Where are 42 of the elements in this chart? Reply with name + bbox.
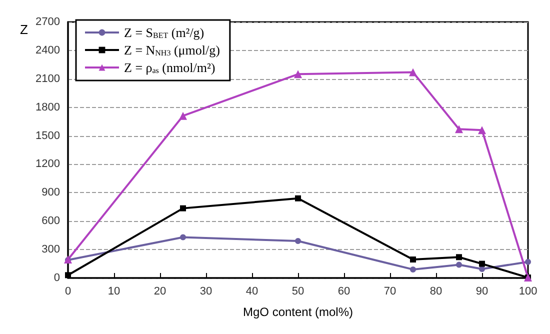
point xyxy=(456,262,462,268)
x-axis-title: MgO content (mol%) xyxy=(242,305,354,319)
legend-label: Z = SBET (m²/g) xyxy=(124,25,204,40)
y-axis-title: Z xyxy=(20,22,28,37)
x-tick-label: 50 xyxy=(292,286,304,298)
point xyxy=(180,205,186,212)
point xyxy=(456,254,462,260)
x-tick-label: 10 xyxy=(108,286,120,298)
point xyxy=(294,70,302,78)
y-tick-label: 2400 xyxy=(36,44,60,56)
point xyxy=(180,234,186,240)
point xyxy=(65,272,71,278)
y-tick-label: 2700 xyxy=(36,16,60,28)
point xyxy=(455,125,463,134)
point xyxy=(295,238,301,244)
point xyxy=(409,68,417,76)
point xyxy=(410,256,416,263)
y-tick-label: 600 xyxy=(42,215,60,228)
y-tick-label: 2100 xyxy=(36,72,60,85)
x-tick-label: 30 xyxy=(200,286,212,298)
point xyxy=(295,195,301,202)
point xyxy=(479,260,485,267)
point xyxy=(179,112,187,120)
point xyxy=(525,258,531,265)
y-tick-label: 1500 xyxy=(36,130,60,142)
x-tick-label: 20 xyxy=(154,286,166,298)
point xyxy=(478,126,486,134)
x-tick-label: 40 xyxy=(246,286,258,298)
y-tick-label: 1200 xyxy=(36,158,60,170)
legend-label: Z = NNH3 (μmol/g) xyxy=(124,42,220,58)
y-tick-label: 0 xyxy=(54,272,60,284)
y-tick-label: 300 xyxy=(42,244,60,256)
legend-label: Z = ρas (nmol/m²) xyxy=(124,60,216,75)
x-tick-label: 70 xyxy=(384,286,396,298)
x-tick-label: 100 xyxy=(518,286,538,298)
x-tick-label: 60 xyxy=(338,286,350,298)
x-tick-label: 0 xyxy=(64,286,72,298)
y-tick-label: 900 xyxy=(42,186,60,199)
x-tick-label: 90 xyxy=(476,286,488,298)
point xyxy=(410,266,416,272)
x-tick-label: 80 xyxy=(430,286,442,298)
y-tick-label: 1800 xyxy=(36,101,60,114)
